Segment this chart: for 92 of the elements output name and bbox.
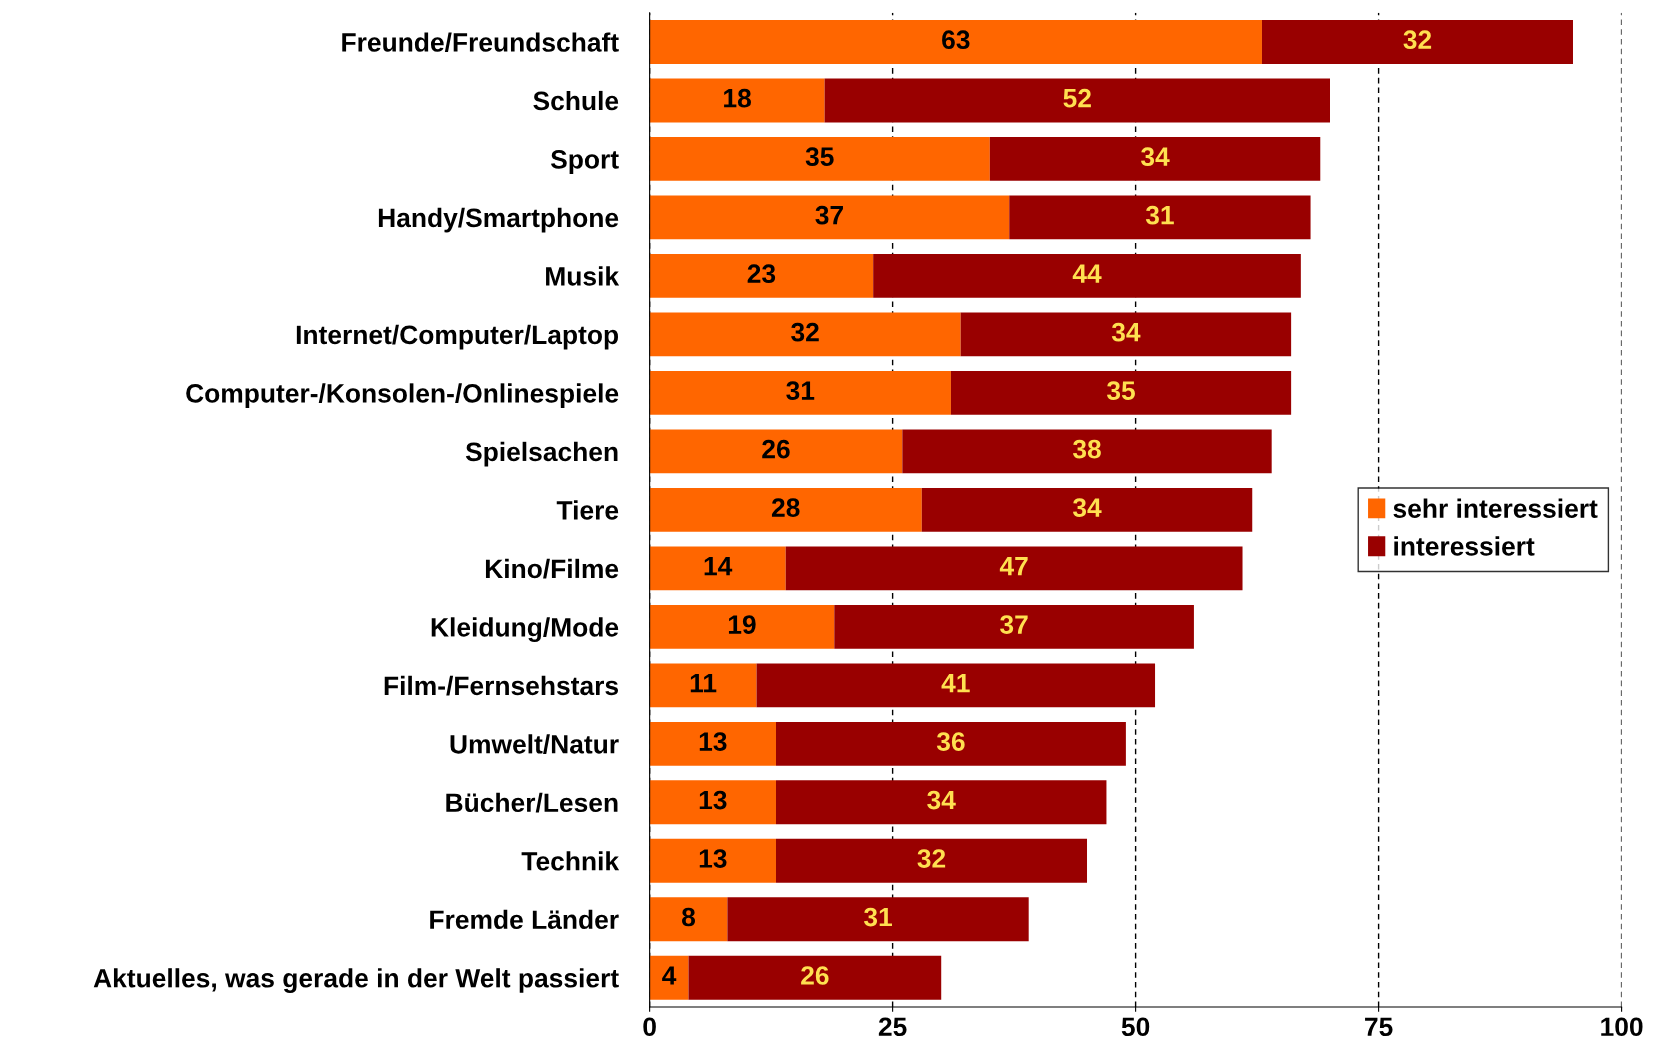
y-tick-label: Schule — [533, 90, 619, 111]
bar — [775, 838, 1088, 883]
y-tick-label: Spielsachen — [465, 441, 618, 467]
bar — [688, 955, 942, 1000]
bar — [834, 604, 1194, 649]
bar — [649, 78, 825, 123]
bar — [649, 487, 922, 532]
x-tick-label: 75 — [1365, 1017, 1393, 1037]
data-label: 31 — [786, 381, 815, 401]
x-tick-label: 50 — [1121, 1017, 1150, 1037]
bar — [649, 897, 728, 942]
data-label: 31 — [863, 907, 892, 927]
y-tick-label: Musik — [546, 266, 620, 286]
bar — [902, 429, 1272, 474]
data-label: 47 — [999, 557, 1028, 576]
y-tick-label: Tiere — [556, 500, 619, 520]
data-label: 37 — [1000, 615, 1028, 634]
data-label: 4 — [662, 966, 677, 985]
y-tick-label: Freunde/Freundschaft — [342, 32, 619, 53]
data-label: 32 — [917, 849, 946, 868]
bar — [649, 253, 874, 298]
y-tick-label: Technik — [521, 851, 620, 871]
data-label: 13 — [699, 790, 727, 810]
data-label: 14 — [704, 557, 733, 576]
data-label: 13 — [699, 732, 727, 751]
data-label: 37 — [815, 205, 843, 225]
data-label: 34 — [1111, 322, 1141, 342]
bar — [873, 253, 1301, 298]
bar — [649, 663, 757, 708]
data-label: 23 — [747, 264, 776, 284]
data-label: 11 — [690, 673, 717, 693]
y-tick-label: Internet/Computer/Laptop — [296, 324, 619, 350]
data-label: 32 — [1403, 30, 1432, 50]
y-tick-label: Aktuelles, was gerade in der Welt passiert — [93, 968, 619, 993]
bar — [649, 195, 1010, 240]
data-label: 34 — [1072, 498, 1102, 517]
data-label: 18 — [724, 88, 751, 108]
y-tick-label: Computer-/Konsolen-/Onlinespiele — [186, 383, 619, 408]
data-label: 34 — [927, 790, 956, 810]
bar — [960, 312, 1292, 357]
bar — [649, 546, 786, 591]
data-label: 44 — [1072, 264, 1102, 283]
y-tick-label: Kino/Filme — [485, 558, 619, 579]
bar — [775, 780, 1107, 825]
bar — [950, 370, 1292, 415]
data-label: 13 — [699, 849, 727, 868]
data-label: 63 — [942, 30, 970, 50]
data-label: 28 — [771, 498, 800, 517]
data-label: 38 — [1072, 439, 1101, 459]
y-tick-label: Handy/Smartphone — [378, 207, 619, 233]
bar — [1009, 195, 1311, 240]
legend-label: sehr interessiert — [1393, 498, 1598, 518]
bar — [649, 955, 689, 1000]
data-label: 26 — [762, 439, 790, 459]
bar — [756, 663, 1156, 708]
data-label: 41 — [941, 673, 970, 693]
bar — [785, 546, 1243, 591]
data-label: 31 — [1145, 205, 1174, 225]
data-label: 8 — [682, 907, 696, 927]
x-tick-label: 25 — [878, 1017, 907, 1037]
y-tick-label: Fremde Länder — [430, 909, 619, 930]
data-label: 35 — [1106, 381, 1135, 401]
bar — [649, 137, 990, 181]
bar — [649, 838, 776, 883]
bar — [649, 20, 1262, 64]
bar — [649, 780, 776, 825]
data-label: 32 — [791, 322, 819, 342]
bar — [775, 721, 1126, 766]
bar — [649, 370, 951, 415]
data-label: 36 — [936, 732, 965, 751]
x-tick-label: 0 — [643, 1017, 656, 1037]
bar — [1261, 20, 1573, 64]
data-label: 26 — [801, 966, 829, 985]
x-tick-label: 100 — [1601, 1017, 1643, 1037]
bar — [649, 429, 903, 474]
bar — [727, 897, 1029, 942]
data-label: 35 — [805, 147, 834, 167]
bar — [824, 78, 1330, 123]
y-tick-label: Kleidung/Mode — [431, 617, 619, 642]
y-tick-label: Bücher/Lesen — [446, 792, 618, 813]
data-label: 34 — [1140, 147, 1170, 167]
bar — [649, 604, 835, 649]
data-label: 52 — [1063, 88, 1091, 108]
y-tick-label: Film-/Fernsehstars — [384, 675, 619, 696]
bar — [989, 137, 1321, 181]
bar — [649, 312, 961, 357]
legend-label: interessiert — [1394, 536, 1535, 556]
y-tick-label: Umwelt/Natur — [450, 734, 619, 754]
y-tick-label: Sport — [550, 150, 619, 174]
bar — [921, 487, 1253, 532]
data-label: 19 — [728, 615, 756, 634]
bar — [649, 721, 776, 766]
